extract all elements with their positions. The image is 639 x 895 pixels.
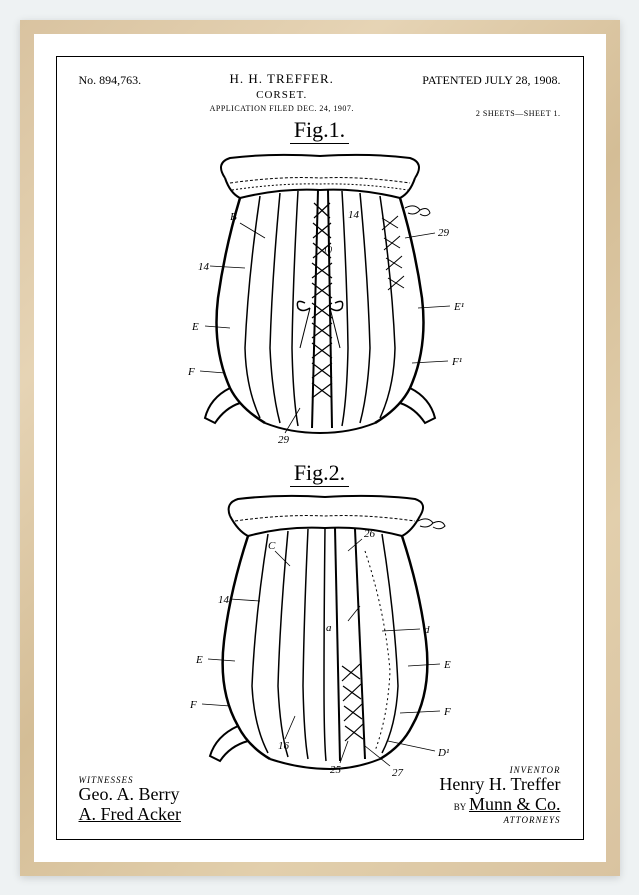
fig2-label-wrap: Fig.2.	[290, 456, 349, 491]
fig1-drawing: 14 B E F 29 14 10 29 E¹ F¹	[130, 148, 510, 448]
ref-F1: F¹	[451, 356, 462, 368]
mat-border: No. 894,763. H. H. TREFFER. CORSET. APPL…	[34, 34, 606, 862]
ref2-Fr: F	[443, 706, 451, 718]
footer-right: INVENTOR Henry H. Treffer BY Munn & Co. …	[439, 765, 560, 825]
drawing-area: Fig.1.	[57, 113, 583, 781]
ref2-F: F	[189, 699, 197, 711]
patented-date: PATENTED JULY 28, 1908.	[422, 73, 560, 113]
ref-14r: 14	[348, 209, 360, 221]
patent-document: No. 894,763. H. H. TREFFER. CORSET. APPL…	[56, 56, 584, 840]
by-label: BY	[454, 802, 467, 812]
ref-E1: E¹	[453, 301, 464, 313]
footer: WITNESSES Geo. A. Berry A. Fred Acker IN…	[79, 765, 561, 825]
wood-frame: No. 894,763. H. H. TREFFER. CORSET. APPL…	[20, 20, 620, 876]
sheets-label: 2 SHEETS—SHEET 1.	[476, 109, 561, 118]
ref2-Er: E	[443, 659, 451, 671]
invention-title: CORSET.	[210, 89, 354, 101]
inventor-sig: Henry H. Treffer	[439, 775, 560, 795]
header-row: No. 894,763. H. H. TREFFER. CORSET. APPL…	[57, 57, 583, 113]
fig1-label-wrap: Fig.1.	[290, 113, 349, 148]
ref-F: F	[187, 366, 195, 378]
fig2-label: Fig.2.	[290, 460, 349, 487]
header-center: H. H. TREFFER. CORSET. APPLICATION FILED…	[210, 71, 354, 113]
footer-left: WITNESSES Geo. A. Berry A. Fred Acker	[79, 775, 181, 825]
witness1-sig: Geo. A. Berry	[79, 785, 181, 805]
fig2-drawing: C 14 E F a 16 26 25 d 27 E F D¹	[130, 491, 510, 781]
ref2-26: 26	[364, 528, 376, 540]
application-filed: APPLICATION FILED DEC. 24, 1907.	[210, 104, 354, 113]
ref-B: B	[230, 211, 237, 223]
attorney-sig: Munn & Co.	[469, 794, 561, 814]
ref2-14: 14	[218, 594, 230, 606]
ref2-E: E	[195, 654, 203, 666]
attorneys-label: ATTORNEYS	[439, 815, 560, 825]
ref-10: 10	[323, 245, 333, 255]
ref-E: E	[191, 321, 199, 333]
ref2-d: d	[424, 624, 430, 636]
fig1-label: Fig.1.	[290, 117, 349, 144]
patent-number: No. 894,763.	[79, 73, 142, 113]
ref2-16: 16	[278, 740, 290, 752]
ref2-C: C	[268, 540, 276, 552]
ref-14: 14	[198, 261, 210, 273]
ref2-D1: D¹	[437, 747, 449, 759]
ref2-a: a	[326, 622, 332, 634]
inventor-name: H. H. TREFFER.	[210, 71, 354, 87]
witness2-sig: A. Fred Acker	[79, 805, 181, 825]
ref-29b: 29	[278, 434, 290, 446]
ref-29: 29	[438, 227, 450, 239]
